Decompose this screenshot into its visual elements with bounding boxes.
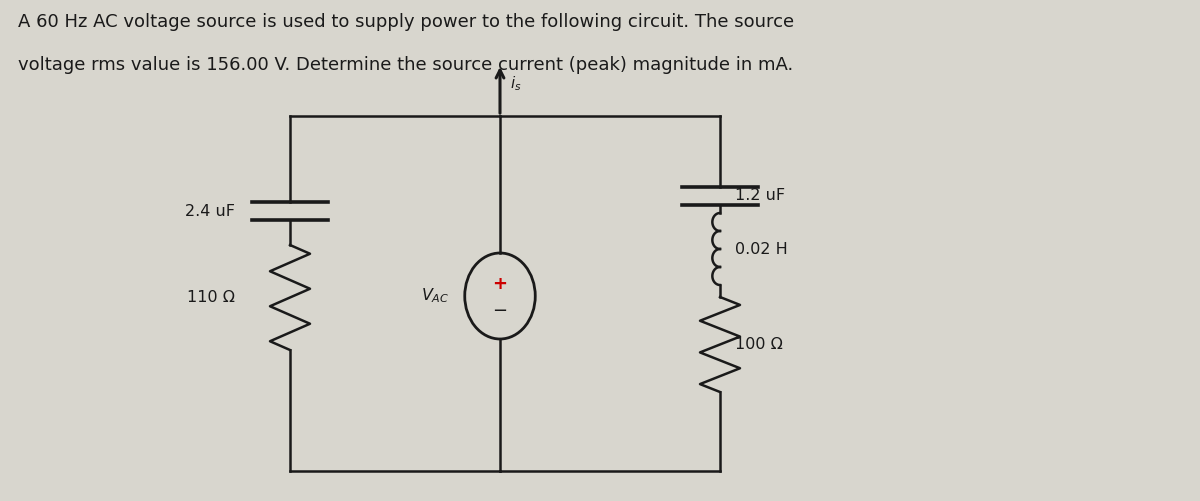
Text: $V_{AC}$: $V_{AC}$	[421, 287, 450, 305]
Text: +: +	[492, 275, 508, 293]
Text: A 60 Hz AC voltage source is used to supply power to the following circuit. The : A 60 Hz AC voltage source is used to sup…	[18, 13, 794, 31]
Text: −: −	[492, 302, 508, 320]
Text: 100 Ω: 100 Ω	[734, 337, 782, 352]
Text: $i_s$: $i_s$	[510, 74, 522, 93]
Text: 1.2 uF: 1.2 uF	[734, 188, 785, 203]
Text: 110 Ω: 110 Ω	[187, 290, 235, 305]
Text: 0.02 H: 0.02 H	[734, 241, 787, 257]
Text: 2.4 uF: 2.4 uF	[185, 203, 235, 218]
Text: voltage rms value is 156.00 V. Determine the source current (peak) magnitude in : voltage rms value is 156.00 V. Determine…	[18, 56, 793, 74]
